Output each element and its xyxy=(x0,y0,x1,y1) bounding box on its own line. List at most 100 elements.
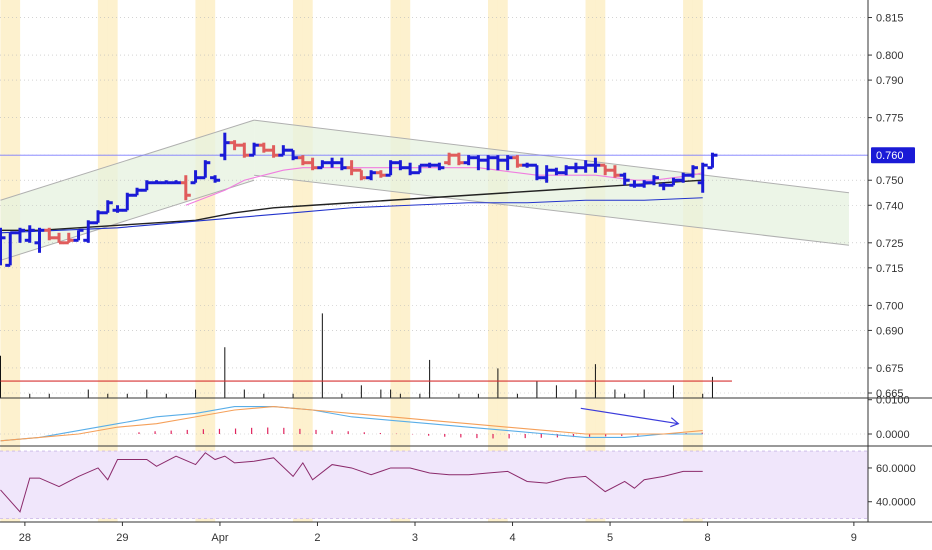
current-price-label: 0.760 xyxy=(876,150,904,162)
session-band xyxy=(10,0,21,522)
ohlc-bar xyxy=(522,162,533,168)
ohlc-bar xyxy=(648,175,659,186)
session-band xyxy=(205,0,216,522)
ohlc-bar xyxy=(63,232,74,245)
ohlc-bar xyxy=(629,180,640,188)
x-tick-label: Apr xyxy=(211,532,228,544)
session-band xyxy=(585,0,596,522)
ohlc-bar xyxy=(151,180,162,185)
ohlc-bar xyxy=(619,172,630,186)
y-tick-label: 0.715 xyxy=(876,263,904,275)
ohlc-bar xyxy=(385,160,396,177)
pane-frames xyxy=(0,0,932,523)
ohlc-bar xyxy=(473,155,484,171)
y-tick-label: 0.700 xyxy=(876,300,904,312)
ohlc-bar xyxy=(122,192,133,212)
ohlc-bar xyxy=(258,142,269,153)
ohlc-bar xyxy=(346,160,357,176)
ohlc-bar xyxy=(239,142,250,158)
ohlc-bar xyxy=(73,228,84,242)
ohlc-bar xyxy=(219,132,230,161)
session-band xyxy=(497,0,508,522)
ohlc-bar xyxy=(132,187,143,197)
session-band xyxy=(107,0,118,522)
ohlc-bar xyxy=(483,155,494,171)
y-tick-label: 0.750 xyxy=(876,175,904,187)
ohlc-bar xyxy=(15,227,26,243)
session-band xyxy=(692,0,703,522)
price-channel xyxy=(0,119,850,261)
ohlc-bar xyxy=(444,152,455,166)
ohlc-bar xyxy=(0,227,6,266)
session-band xyxy=(0,0,11,522)
ohlc-bar xyxy=(658,182,669,191)
ohlc-bar xyxy=(288,148,299,161)
rsi-line xyxy=(0,452,703,513)
ohlc-bar xyxy=(229,140,240,151)
ohlc-bar xyxy=(512,155,523,168)
ma-long-line xyxy=(0,197,703,234)
macd-annotation-arrow xyxy=(580,407,679,425)
ohlc-bar xyxy=(492,155,503,171)
y-tick-label: 0.675 xyxy=(876,363,904,375)
ohlc-bar xyxy=(336,157,347,171)
y-tick-label: 0.690 xyxy=(876,325,904,337)
ohlc-bar xyxy=(424,162,435,168)
ohlc-bar xyxy=(44,227,55,241)
ohlc-bar xyxy=(531,163,542,181)
macd-y-tick-label: 0.0100 xyxy=(876,395,910,407)
volume-pane xyxy=(0,313,732,398)
ohlc-bar xyxy=(590,157,601,173)
rsi-band xyxy=(0,451,868,519)
ohlc-bar xyxy=(190,170,201,185)
x-tick-label: 4 xyxy=(509,532,515,544)
x-tick-label: 9 xyxy=(851,532,857,544)
ohlc-bar xyxy=(24,225,35,243)
axes: 0.815 0.800 0.790 0.775 0.750 0.740 0.725 0.715… xyxy=(19,13,916,544)
ohlc-bar xyxy=(414,163,425,175)
ohlc-bar xyxy=(697,162,708,193)
channel-fill xyxy=(254,120,849,246)
ohlc-bar xyxy=(707,152,718,170)
x-tick-label: 29 xyxy=(116,532,128,544)
ohlc-bar xyxy=(180,175,191,201)
ohlc-bar xyxy=(405,162,416,176)
ohlc-bar xyxy=(102,200,113,215)
ohlc-bar xyxy=(366,170,377,181)
y-tick-label: 0.740 xyxy=(876,200,904,212)
ohlc-bar xyxy=(678,172,689,183)
macd-pane xyxy=(0,406,868,442)
rsi-y-tick-label: 60.0000 xyxy=(876,463,916,475)
ohlc-bar xyxy=(317,160,328,170)
ohlc-bar xyxy=(327,157,338,168)
ohlc-bar xyxy=(83,220,94,243)
ohlc-bar xyxy=(54,232,65,245)
macd-annotation-arrowhead xyxy=(670,417,680,428)
session-band xyxy=(390,0,401,522)
ohlc-bar xyxy=(5,231,16,267)
channel-upper-line xyxy=(254,119,850,194)
ohlc-bar xyxy=(141,180,152,192)
ohlc-bar xyxy=(502,155,513,171)
macd-y-tick-label: 0.0000 xyxy=(876,429,910,441)
channel-lower-line xyxy=(0,179,255,261)
y-tick-label: 0.725 xyxy=(876,238,904,250)
ma-slow-line xyxy=(0,179,703,231)
session-band xyxy=(595,0,606,522)
ohlc-bar xyxy=(395,160,406,171)
ohlc-bar xyxy=(268,145,279,158)
y-tick-label: 0.775 xyxy=(876,113,904,125)
ohlc-bar xyxy=(200,160,211,180)
ohlc-bar xyxy=(639,180,650,188)
ohlc-bar xyxy=(249,142,260,157)
session-band xyxy=(97,0,108,522)
ohlc-bar xyxy=(570,162,581,173)
ohlc-bars[interactable] xyxy=(0,132,718,267)
ohlc-bar xyxy=(93,210,104,225)
ohlc-bar xyxy=(541,165,552,183)
channel-lower-line xyxy=(254,174,850,246)
ohlc-bar xyxy=(210,175,221,183)
ohlc-bar xyxy=(161,180,172,185)
rsi-pane xyxy=(0,450,868,520)
